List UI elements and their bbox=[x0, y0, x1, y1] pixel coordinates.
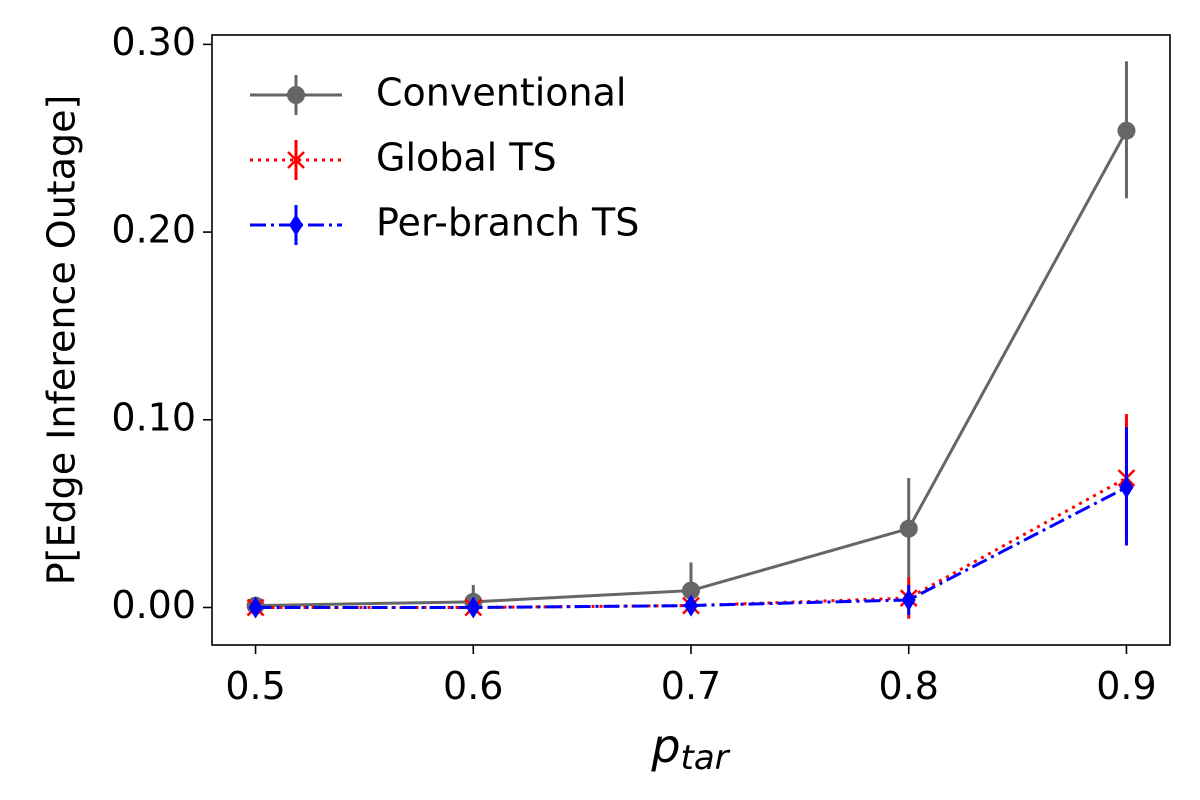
x-axis-title-main: p bbox=[650, 719, 680, 773]
legend: Conventional Global TS Per-branch TS bbox=[250, 71, 639, 245]
data-point bbox=[466, 596, 481, 619]
y-axis-title: P[Edge Inference Outage] bbox=[40, 95, 84, 586]
legend-item: Global TS bbox=[250, 136, 557, 180]
data-point bbox=[682, 581, 700, 600]
legend-item: Conventional bbox=[250, 71, 626, 115]
x-tick-label: 0.5 bbox=[225, 664, 285, 708]
data-point bbox=[1119, 476, 1134, 499]
legend-label: Conventional bbox=[376, 71, 626, 115]
y-tick-label: 0.20 bbox=[111, 208, 196, 252]
y-axis: 0.00 0.10 0.20 0.30 bbox=[111, 20, 212, 627]
x-axis: 0.5 0.6 0.7 0.8 0.9 bbox=[225, 645, 1157, 708]
series-per-branch-ts bbox=[248, 427, 1134, 619]
y-tick-label: 0.30 bbox=[111, 20, 196, 64]
y-tick-label: 0.00 bbox=[111, 583, 196, 627]
legend-label: Global TS bbox=[376, 136, 557, 180]
legend-marker bbox=[287, 86, 305, 104]
x-axis-title: ptar bbox=[650, 719, 730, 778]
x-tick-label: 0.9 bbox=[1096, 664, 1156, 708]
x-axis-title-subscript: tar bbox=[681, 738, 731, 778]
x-tick-label: 0.7 bbox=[661, 664, 721, 708]
y-tick-label: 0.10 bbox=[111, 395, 196, 439]
data-point bbox=[248, 596, 263, 619]
data-point bbox=[1117, 121, 1136, 140]
data-point bbox=[899, 519, 918, 538]
x-tick-label: 0.8 bbox=[879, 664, 939, 708]
legend-marker bbox=[289, 214, 303, 236]
data-point bbox=[684, 594, 698, 617]
plot-area bbox=[211, 34, 1171, 646]
legend-label: Per-branch TS bbox=[376, 201, 639, 245]
legend-item: Per-branch TS bbox=[250, 201, 639, 245]
data-point bbox=[901, 588, 916, 611]
legend-marker bbox=[287, 151, 305, 169]
series-layer bbox=[246, 61, 1136, 619]
x-tick-label: 0.6 bbox=[443, 664, 503, 708]
